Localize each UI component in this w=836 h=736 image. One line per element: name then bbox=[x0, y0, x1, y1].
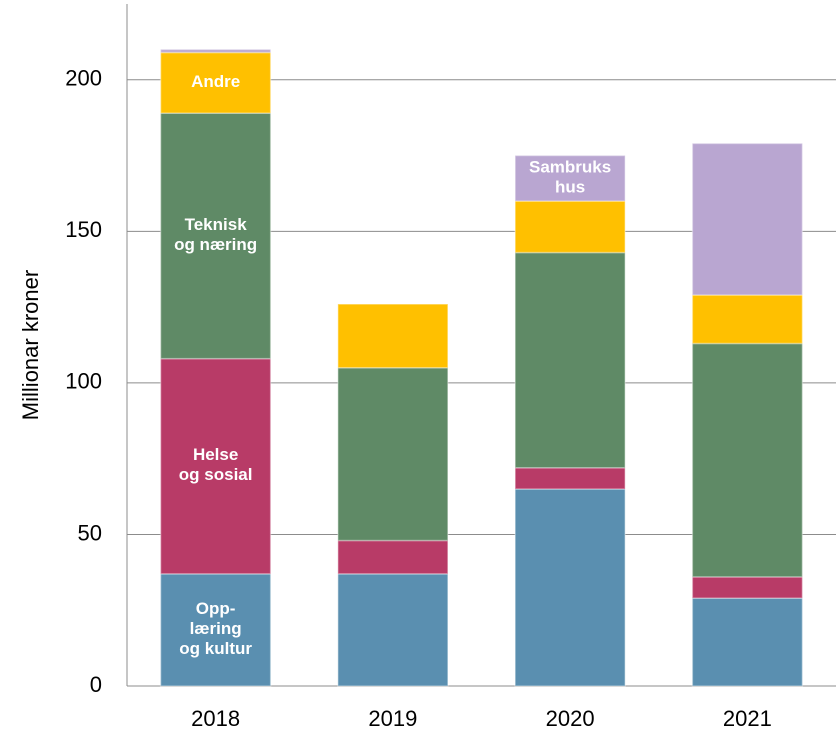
bar-segment bbox=[514, 251, 626, 469]
bar-segment bbox=[514, 467, 626, 490]
y-tick-label: 200 bbox=[65, 66, 102, 91]
bar-segment bbox=[159, 357, 272, 575]
bar-segment bbox=[159, 573, 272, 687]
segment-label: Teknisk og næring bbox=[174, 215, 257, 254]
segment-label: Sambruks hus bbox=[529, 158, 611, 197]
x-tick-label: 2021 bbox=[723, 706, 772, 731]
bar-segment bbox=[337, 303, 449, 369]
segment-label: Opp-læring og kultur bbox=[179, 599, 252, 658]
x-tick-label: 2018 bbox=[191, 706, 240, 731]
bar-segment bbox=[159, 51, 272, 114]
bar-segment bbox=[159, 48, 272, 54]
y-axis-label: Millionar kroner bbox=[18, 270, 43, 420]
bar-segment bbox=[514, 488, 626, 687]
y-tick-label: 50 bbox=[78, 520, 102, 545]
bar-segment bbox=[691, 576, 804, 599]
x-tick-label: 2020 bbox=[546, 706, 595, 731]
bar-segment bbox=[514, 154, 626, 202]
bar-segment bbox=[514, 200, 626, 254]
y-tick-label: 0 bbox=[90, 672, 102, 697]
bar-segment bbox=[337, 539, 449, 575]
segment-label: Andre bbox=[191, 72, 240, 91]
x-tick-label: 2019 bbox=[368, 706, 417, 731]
bar-segment bbox=[159, 112, 272, 360]
segment-label: Helse og sosial bbox=[179, 446, 253, 485]
bar-segment bbox=[337, 366, 449, 542]
bar-segment bbox=[337, 573, 449, 687]
bar-segment bbox=[691, 597, 804, 687]
bar-segment bbox=[691, 294, 804, 345]
bar-segment bbox=[691, 142, 804, 296]
bar-segment bbox=[691, 342, 804, 578]
y-tick-label: 100 bbox=[65, 369, 102, 394]
y-tick-label: 150 bbox=[65, 217, 102, 242]
